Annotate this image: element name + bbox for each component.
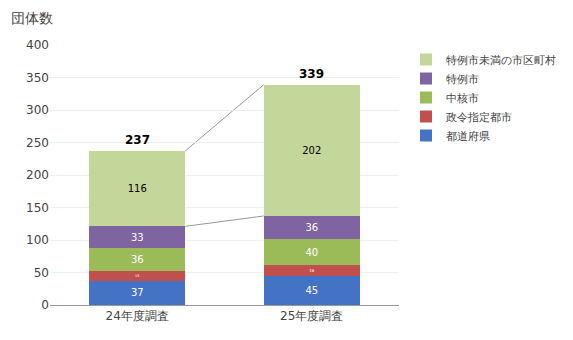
svg-text:都道府県: 都道府県	[446, 130, 490, 143]
svg-text:25年度調査: 25年度調査	[280, 309, 343, 323]
svg-text:116: 116	[128, 183, 147, 194]
svg-text:40: 40	[305, 247, 318, 258]
svg-text:400: 400	[26, 38, 49, 52]
svg-text:100: 100	[26, 233, 49, 247]
svg-text:政令指定都市: 政令指定都市	[446, 111, 512, 124]
svg-text:250: 250	[26, 136, 49, 150]
svg-text:団体数: 団体数	[11, 10, 53, 26]
svg-text:24年度調査: 24年度調査	[106, 309, 169, 323]
svg-text:0: 0	[41, 298, 49, 312]
svg-text:300: 300	[26, 103, 49, 117]
svg-text:237: 237	[125, 133, 150, 147]
svg-text:16: 16	[309, 268, 315, 273]
svg-text:特例市未満の市区町村: 特例市未満の市区町村	[446, 54, 556, 67]
svg-text:36: 36	[131, 254, 144, 265]
svg-text:339: 339	[299, 67, 324, 81]
svg-text:350: 350	[26, 71, 49, 85]
svg-text:36: 36	[305, 222, 318, 233]
svg-text:50: 50	[34, 266, 49, 280]
svg-text:33: 33	[131, 232, 144, 243]
svg-text:200: 200	[26, 168, 49, 182]
svg-text:45: 45	[305, 285, 318, 296]
svg-text:特例市: 特例市	[446, 73, 479, 86]
svg-text:中核市: 中核市	[446, 92, 479, 105]
svg-text:202: 202	[302, 145, 321, 156]
svg-text:37: 37	[131, 287, 144, 298]
svg-text:150: 150	[26, 201, 49, 215]
svg-text:15: 15	[135, 274, 139, 278]
